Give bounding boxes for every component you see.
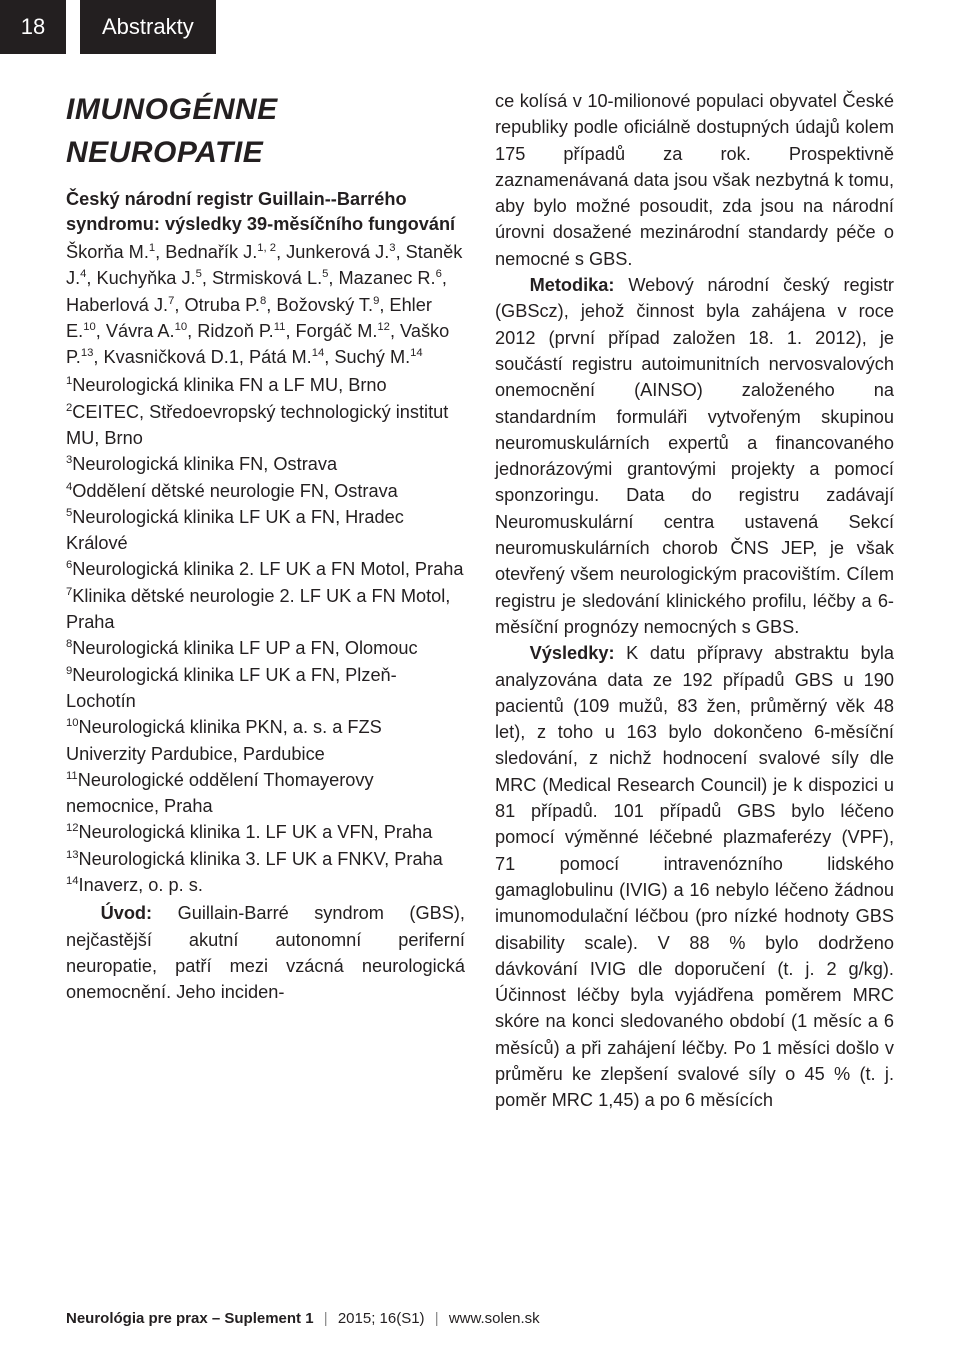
footer-sep-1: |	[324, 1310, 328, 1327]
footer-url: www.solen.sk	[449, 1310, 540, 1327]
vysledky-paragraph: Výsledky: K datu přípravy abstraktu byla…	[495, 640, 894, 1113]
metodika-label: Metodika:	[530, 275, 615, 295]
uvod-continuation: ce kolísá v 10-milionové populaci obyvat…	[495, 88, 894, 272]
vysledky-text: K datu přípravy abstraktu byla analyzová…	[495, 643, 894, 1110]
running-header: 18 Abstrakty	[0, 0, 894, 54]
uvod-label: Úvod:	[101, 903, 153, 923]
authors: Škorňa M.1, Bednařík J.1, 2, Junkerová J…	[66, 239, 465, 370]
content-columns: IMUNOGÉNNE NEUROPATIE Český národní regi…	[66, 88, 894, 1114]
vysledky-label: Výsledky:	[530, 643, 615, 663]
abstract-title: Český národní registr Guillain-­-Barrého…	[66, 187, 465, 237]
affiliations: 1Neurologická klinika FN a LF MU, Brno2C…	[66, 372, 465, 898]
page-number: 18	[0, 0, 66, 54]
footer-sep-2: |	[435, 1310, 439, 1327]
section-title: Abstrakty	[80, 0, 216, 54]
uvod-paragraph: Úvod: Guillain-Barré syndrom (GBS), nejč…	[66, 900, 465, 1005]
footer: Neurológia pre prax – Suplement 1 | 2015…	[66, 1310, 540, 1327]
footer-journal: Neurológia pre prax – Suplement 1	[66, 1310, 314, 1327]
article-title: IMUNOGÉNNE NEUROPATIE	[66, 88, 465, 175]
left-column: IMUNOGÉNNE NEUROPATIE Český národní regi…	[66, 88, 465, 1114]
page: 18 Abstrakty IMUNOGÉNNE NEUROPATIE Český…	[0, 0, 960, 1355]
footer-issue: 2015; 16(S1)	[338, 1310, 425, 1327]
metodika-text: Webový národní český registr (GBScz), je…	[495, 275, 894, 637]
right-column: ce kolísá v 10-milionové populaci obyvat…	[495, 88, 894, 1114]
metodika-paragraph: Metodika: Webový národní český registr (…	[495, 272, 894, 640]
